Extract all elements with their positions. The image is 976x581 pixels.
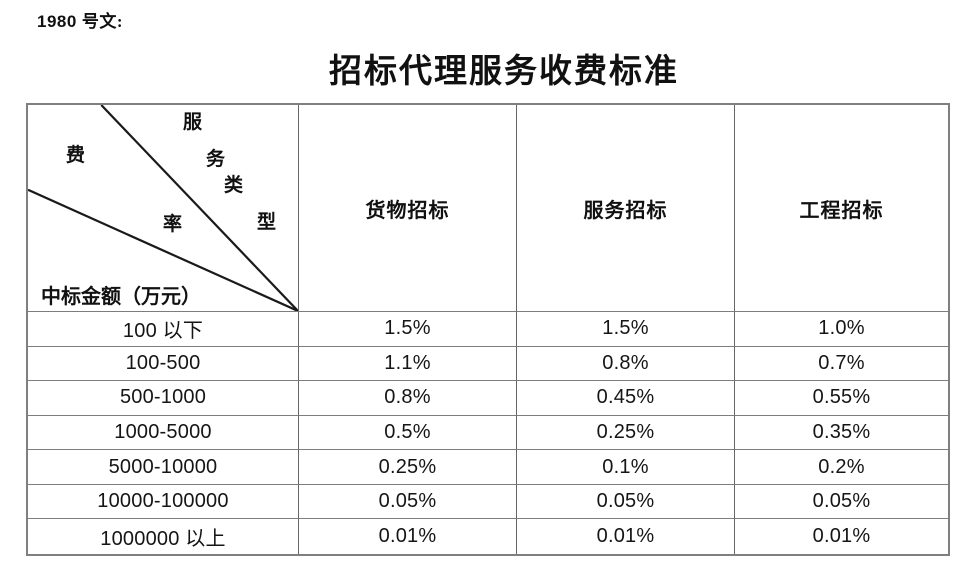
fee-rate-cell: 0.25% [517, 415, 735, 451]
fee-rate-cell: 0.05% [299, 484, 517, 520]
corner-label-fee-rate-char: 率 [163, 214, 183, 235]
corner-label-service-type-char: 类 [224, 175, 244, 196]
fee-rate-cell: 0.8% [517, 346, 735, 382]
row-amount-label: 500-1000 [28, 381, 299, 416]
fee-rate-cell: 1.5% [299, 312, 517, 347]
fee-rate-cell: 0.45% [517, 381, 735, 416]
diagonal-divider-lines [28, 105, 298, 311]
table-corner-header-cell: 服 务 类 型 费 率 中标金额（万元） [28, 105, 299, 312]
document-number-label: 1980 号文: [37, 7, 123, 32]
fee-rate-cell: 0.01% [299, 519, 517, 554]
column-header-service-bidding: 服务招标 [517, 105, 735, 312]
fee-rate-cell: 0.7% [735, 347, 948, 382]
fee-rate-cell: 0.35% [735, 416, 948, 451]
fee-rate-cell: 0.05% [735, 485, 948, 520]
row-amount-label: 100-500 [28, 346, 299, 382]
row-amount-label: 100 以下 [28, 312, 299, 347]
page-title: 招标代理服务收费标准 [329, 54, 679, 90]
column-header-engineering-bidding: 工程招标 [735, 105, 948, 312]
corner-label-service-type-char: 服 [183, 112, 203, 133]
row-amount-label: 1000000 以上 [28, 519, 299, 554]
fee-rate-cell: 0.01% [517, 519, 735, 554]
column-header-goods-bidding: 货物招标 [299, 105, 517, 312]
corner-label-bid-amount: 中标金额（万元） [41, 286, 201, 308]
fee-rate-cell: 0.2% [735, 450, 948, 485]
row-amount-label: 10000-100000 [28, 484, 299, 520]
document-number: 1980 [37, 12, 77, 31]
document-number-suffix: 号文: [81, 12, 123, 31]
corner-label-fee-rate-char: 费 [66, 145, 86, 166]
fee-rate-cell: 0.1% [517, 450, 735, 485]
fee-rate-cell: 0.05% [517, 484, 735, 520]
corner-label-service-type-char: 型 [257, 212, 277, 233]
corner-label-service-type-char: 务 [206, 149, 226, 170]
fee-rate-cell: 0.5% [299, 415, 517, 451]
fee-rate-cell: 0.8% [299, 381, 517, 416]
fee-rate-cell: 1.0% [735, 312, 948, 347]
row-amount-label: 1000-5000 [28, 415, 299, 451]
fee-rate-cell: 1.5% [517, 312, 735, 347]
fee-rate-cell: 0.55% [735, 381, 948, 416]
row-amount-label: 5000-10000 [28, 450, 299, 485]
fee-rate-cell: 0.01% [812, 525, 871, 548]
fee-rate-cell: 0.25% [299, 450, 517, 485]
fee-table: 服 务 类 型 费 率 中标金额（万元） 货物招标 服务招标 工程招标 100 … [26, 103, 950, 556]
fee-rate-cell: 1.1% [299, 346, 517, 382]
